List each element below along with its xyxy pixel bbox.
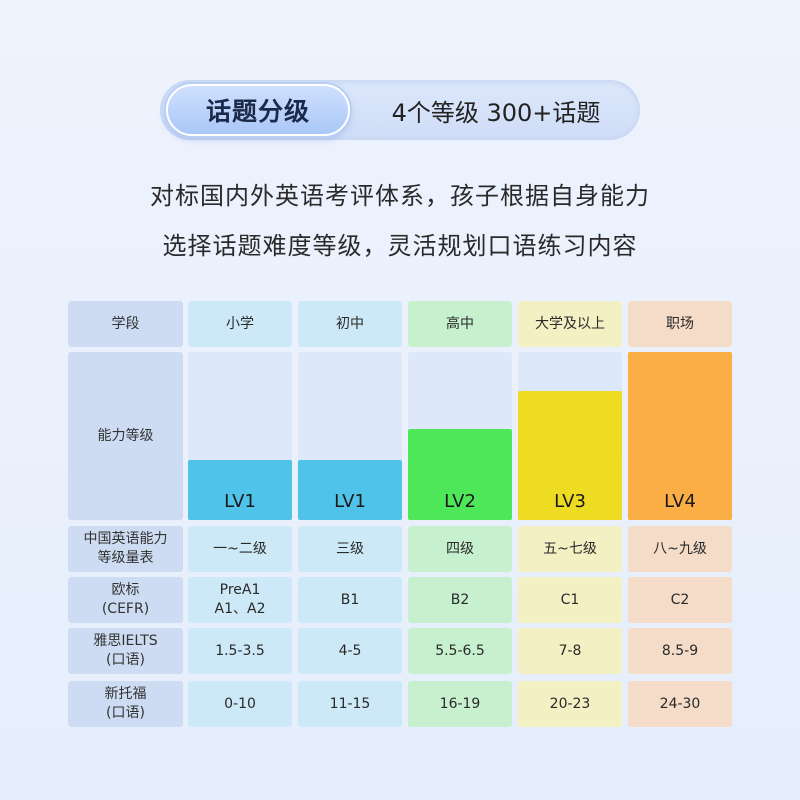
ielts-cell: 4-5 [298,628,402,674]
stage-cell: 大学及以上 [518,301,622,347]
ielts-cell: 7-8 [518,628,622,674]
stage-cell: 初中 [298,301,402,347]
level-bar-label: LV2 [444,491,476,512]
row-label-cefr-line-1: 欧标 [111,582,140,599]
level-bar-label: LV4 [664,491,696,512]
level-bar: LV3 [518,390,622,520]
level-bar: LV1 [298,459,402,520]
cefr-cell: C2 [628,577,732,623]
header-badge: 话题分级 [166,84,350,136]
row-label-ielts-line-1: 雅思IELTS [93,633,158,650]
cse-cell: 四级 [408,526,512,572]
cefr-cell-line-1: B2 [450,591,470,608]
cefr-cell: B1 [298,577,402,623]
stage-cell: 职场 [628,301,732,347]
row-label-cefr: 欧标 (CEFR) [68,577,183,623]
level-bar-label: LV1 [224,491,256,512]
cefr-cell-line-2: A1、A2 [214,601,266,617]
row-label-toefl-line-1: 新托福 [104,686,147,703]
cse-cell: 一~二级 [188,526,292,572]
level-column: LV2 [408,352,512,520]
cefr-cell-line-1: C2 [670,591,690,608]
toefl-cell: 0-10 [188,681,292,727]
level-bar: LV2 [408,429,512,520]
header-subtitle: 4个等级 300+话题 [391,98,601,127]
row-label-toefl: 新托福 (口语) [68,681,183,727]
cse-cell: 三级 [298,526,402,572]
cefr-cell: C1 [518,577,622,623]
cefr-cell-line-1: PreA1 [219,582,261,599]
ielts-cell: 1.5-3.5 [188,628,292,674]
intro-line-1: 对标国内外英语考评体系，孩子根据自身能力 [150,182,650,210]
level-column: LV1 [298,352,402,520]
stage-cell: 高中 [408,301,512,347]
level-bar: LV1 [188,459,292,520]
cse-cell: 五~七级 [518,526,622,572]
toefl-cell: 24-30 [628,681,732,727]
cefr-cell: B2 [408,577,512,623]
toefl-cell: 16-19 [408,681,512,727]
level-bar-label: LV3 [554,491,586,512]
level-bar: LV4 [628,352,732,520]
row-label-ielts-line-2: (口语) [106,652,145,668]
level-column: LV4 [628,352,732,520]
cefr-cell: PreA1 A1、A2 [188,577,292,623]
ielts-cell: 8.5-9 [628,628,732,674]
ielts-cell: 5.5-6.5 [408,628,512,674]
row-label-cse: 中国英语能力 等级量表 [68,526,183,572]
row-label-cse-line-1: 中国英语能力 [83,531,168,548]
cse-cell: 八~九级 [628,526,732,572]
row-label-cefr-line-2: (CEFR) [101,601,150,617]
row-label-level: 能力等级 [68,352,183,520]
cefr-cell-line-1: B1 [340,591,360,608]
row-label-toefl-line-2: (口语) [106,705,145,721]
row-label-stage: 学段 [68,301,183,347]
stage-cell: 小学 [188,301,292,347]
intro-line-2: 选择话题难度等级，灵活规划口语练习内容 [162,232,638,260]
toefl-cell: 20-23 [518,681,622,727]
row-label-cse-line-2: 等级量表 [97,550,154,566]
level-column: LV3 [518,352,622,520]
cefr-cell-line-1: C1 [560,591,580,608]
toefl-cell: 11-15 [298,681,402,727]
level-column: LV1 [188,352,292,520]
row-label-ielts: 雅思IELTS (口语) [68,628,183,674]
level-bar-label: LV1 [334,491,366,512]
